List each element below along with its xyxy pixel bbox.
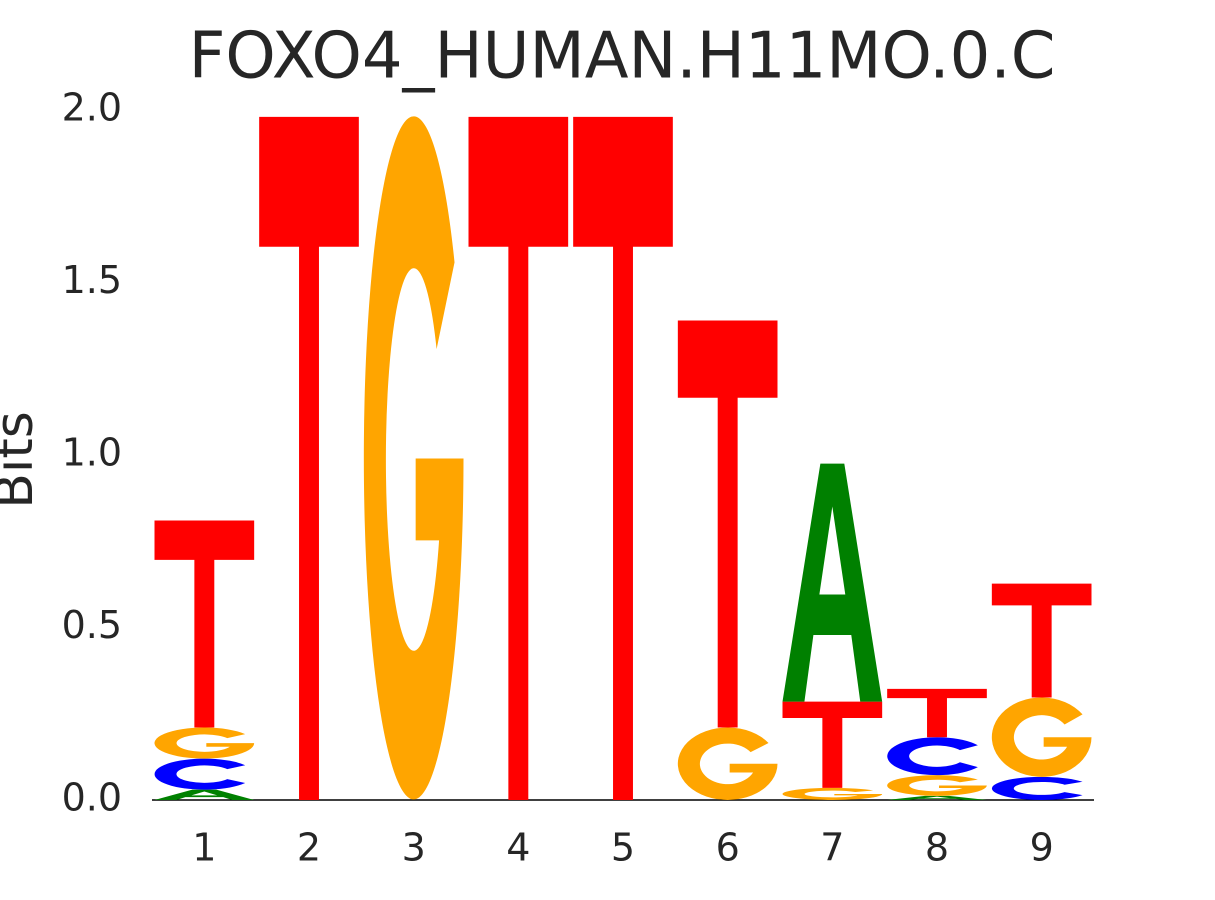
x-tick-label: 3 bbox=[402, 826, 426, 870]
x-tick-label: 4 bbox=[506, 826, 530, 870]
logo-letter bbox=[154, 727, 255, 759]
x-tick-label: 9 bbox=[1030, 826, 1054, 870]
x-tick-label: 5 bbox=[611, 826, 635, 870]
logo-letter bbox=[782, 701, 883, 788]
x-tick-label: 6 bbox=[716, 826, 740, 870]
chart-title: FOXO4_HUMAN.H11MO.0.C bbox=[189, 20, 1056, 94]
y-tick-label: 0.5 bbox=[62, 603, 122, 647]
y-tick-label: 2.0 bbox=[62, 86, 122, 130]
logo-letter bbox=[991, 583, 1092, 698]
logo-letter bbox=[363, 116, 464, 800]
logo-letter bbox=[887, 775, 987, 796]
logo-letter bbox=[154, 520, 255, 728]
y-axis-label: Bits bbox=[0, 411, 45, 509]
x-tick-label: 2 bbox=[297, 826, 321, 870]
y-tick-label: 1.5 bbox=[62, 258, 122, 302]
logo-letter bbox=[991, 776, 1083, 800]
logo-letter bbox=[887, 688, 987, 738]
x-tick-label: 1 bbox=[192, 826, 216, 870]
logo-letter bbox=[154, 789, 255, 800]
y-tick-label: 0.0 bbox=[62, 776, 122, 820]
logo-letter bbox=[887, 737, 978, 776]
logo-letter bbox=[677, 320, 778, 728]
x-tick-label: 7 bbox=[820, 826, 844, 870]
logo-letter bbox=[259, 116, 359, 800]
logo-letter bbox=[573, 116, 673, 800]
logo-letter bbox=[677, 727, 778, 800]
x-tick-label: 8 bbox=[925, 826, 949, 870]
y-tick-label: 1.0 bbox=[62, 431, 122, 475]
logo-letter bbox=[991, 697, 1092, 777]
logo-letter bbox=[154, 758, 246, 790]
logo-letter bbox=[782, 787, 883, 800]
logo-letter bbox=[887, 795, 987, 800]
logo-letter bbox=[782, 463, 883, 702]
logo-letter bbox=[468, 116, 569, 800]
